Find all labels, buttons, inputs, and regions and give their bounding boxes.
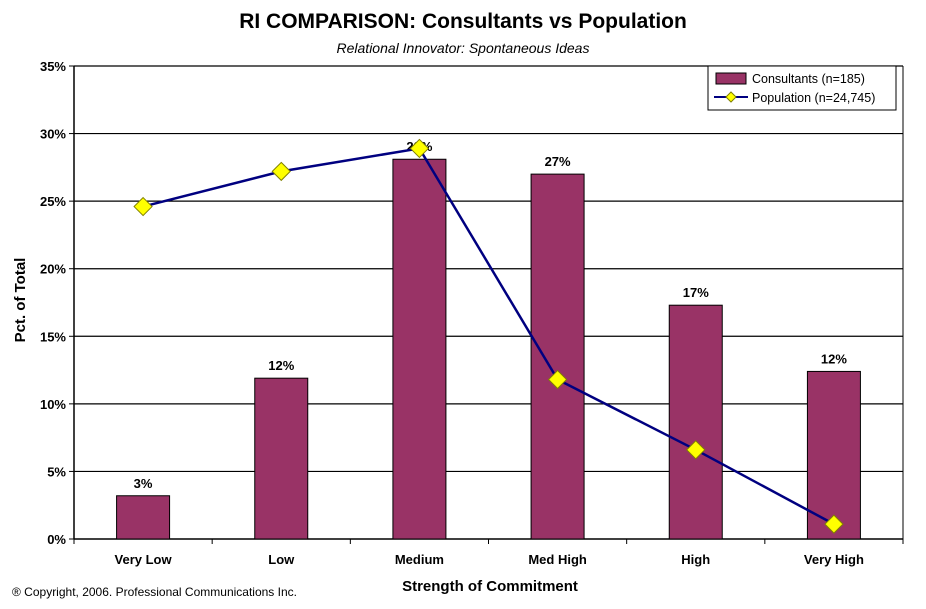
y-tick-label: 35% bbox=[40, 59, 66, 74]
y-tick-label: 25% bbox=[40, 194, 66, 209]
legend-marker-population bbox=[725, 91, 737, 103]
y-tick-label: 10% bbox=[40, 397, 66, 412]
population-marker bbox=[824, 514, 844, 534]
y-axis-label: Pct. of Total bbox=[12, 257, 29, 343]
chart-subtitle: Relational Innovator: Spontaneous Ideas bbox=[336, 40, 590, 56]
legend-swatch-consultants bbox=[715, 72, 747, 85]
x-tick-label: Med High bbox=[528, 552, 587, 567]
x-tick-label: Low bbox=[268, 552, 295, 567]
x-tick-label: Very Low bbox=[115, 552, 173, 567]
bar bbox=[530, 173, 585, 540]
bar-data-label: 12% bbox=[268, 358, 294, 373]
bar bbox=[392, 158, 447, 540]
y-tick-label: 20% bbox=[40, 262, 66, 277]
bar-data-label: 3% bbox=[134, 476, 153, 491]
x-tick-label: Medium bbox=[395, 552, 444, 567]
copyright-notice: ® Copyright, 2006. Professional Communic… bbox=[12, 585, 297, 599]
legend-label-consultants: Consultants (n=185) bbox=[752, 72, 865, 86]
bar bbox=[254, 377, 309, 540]
bar bbox=[668, 304, 723, 540]
bar bbox=[116, 495, 171, 540]
population-line bbox=[142, 147, 835, 526]
y-tick-label: 5% bbox=[47, 464, 66, 479]
bar-data-label: 27% bbox=[545, 154, 571, 169]
x-tick-label: High bbox=[681, 552, 710, 567]
bar-data-label: 12% bbox=[821, 351, 847, 366]
population-marker bbox=[547, 369, 568, 390]
population-marker bbox=[271, 161, 291, 182]
x-axis-label: Strength of Commitment bbox=[402, 578, 578, 595]
population-marker bbox=[686, 440, 706, 460]
y-tick-label: 15% bbox=[40, 329, 66, 344]
population-marker bbox=[133, 196, 153, 217]
y-tick-label: 0% bbox=[47, 532, 66, 547]
bar bbox=[806, 370, 861, 540]
legend-label-population: Population (n=24,745) bbox=[752, 91, 875, 105]
y-tick-label: 30% bbox=[40, 127, 66, 142]
chart-title: RI COMPARISON: Consultants vs Population bbox=[239, 10, 687, 33]
bar-data-label: 17% bbox=[683, 285, 709, 300]
plot-area bbox=[74, 66, 903, 539]
x-tick-label: Very High bbox=[804, 552, 864, 567]
population-marker bbox=[409, 138, 430, 159]
